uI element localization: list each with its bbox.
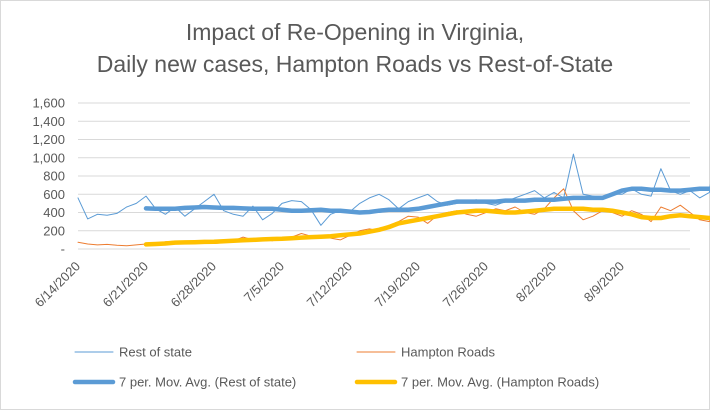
- x-tick-label-8: 8/9/2020: [581, 259, 627, 305]
- legend-label-7-per-mov-avg-rest-of-state: 7 per. Mov. Avg. (Rest of state): [119, 375, 296, 390]
- x-tick-label-1: 6/21/2020: [100, 259, 152, 311]
- x-tick-label-4: 7/12/2020: [304, 259, 356, 311]
- x-tick-label-0: 6/14/2020: [32, 259, 84, 311]
- legend-label-7-per-mov-avg-hampton-roads: 7 per. Mov. Avg. (Hampton Roads): [401, 375, 599, 390]
- y-tick-label-1: 200: [43, 223, 65, 238]
- y-tick-label-8: 1,600: [32, 96, 65, 111]
- y-tick-label-7: 1,400: [32, 114, 65, 129]
- x-tick-label-5: 7/19/2020: [372, 259, 424, 311]
- y-tick-label-4: 800: [43, 169, 65, 184]
- legend-label-rest-of-state: Rest of state: [119, 345, 192, 360]
- series-line-7-per-mov-avg-hampton-roads: [143, 206, 710, 247]
- y-tick-label-6: 1,200: [32, 132, 65, 147]
- series-lines: [77, 153, 710, 247]
- series-line-7-per-mov-avg-rest-of-state: [143, 186, 710, 215]
- y-tick-label-5: 1,000: [32, 150, 65, 165]
- legend: Rest of state Hampton Roads 7 per. Mov. Av…: [72, 345, 599, 390]
- legend-label-hampton-roads: Hampton Roads: [401, 345, 495, 360]
- y-tick-label-2: 400: [43, 205, 65, 220]
- x-tick-label-3: 7/5/2020: [241, 259, 287, 305]
- chart-title-line-2: Daily new cases, Hampton Roads vs Rest-o…: [96, 51, 614, 77]
- y-tick-label-3: 600: [43, 187, 65, 202]
- chart-title-line-1: Impact of Re-Opening in Virginia,: [185, 19, 525, 45]
- x-tick-label-2: 6/28/2020: [168, 259, 220, 311]
- x-tick-label-6: 7/26/2020: [440, 259, 492, 311]
- series-line-hampton-roads: [77, 188, 710, 247]
- x-tick-label-7: 8/2/2020: [513, 259, 559, 305]
- x-axis-tick-labels: 6/14/2020 6/21/2020 6/28/2020 7/5/2020 7/12/…: [32, 259, 628, 311]
- chart-title: Impact of Re-Opening in Virginia, Daily …: [0, 16, 710, 80]
- y-axis-tick-labels: - 200 400 600 800 1,000 1,200 1,400 1,600: [32, 96, 65, 257]
- y-tick-label-0: -: [61, 242, 65, 257]
